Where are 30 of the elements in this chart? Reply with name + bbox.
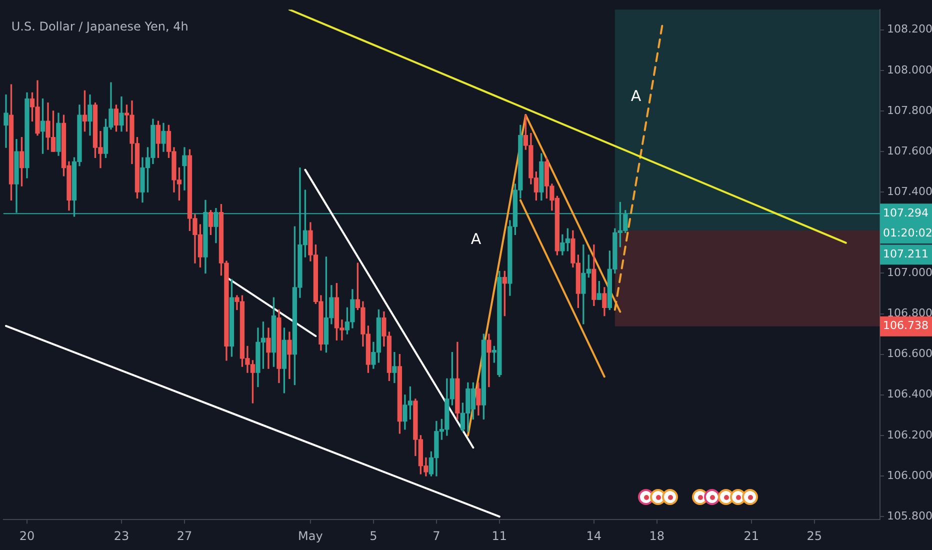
x-tick-label: 18: [649, 528, 665, 543]
y-tick-label: 106.400: [887, 388, 932, 401]
y-tick-label: 106.200: [887, 428, 932, 442]
y-tick-label: 106.000: [887, 468, 932, 482]
y-tick-label: 107.800: [887, 104, 932, 117]
y-tick-label: 108.000: [887, 63, 932, 76]
y-tick-label: 107.600: [887, 144, 932, 158]
y-tick-label: 107.000: [887, 266, 932, 280]
band-label: 107.211: [883, 247, 928, 260]
x-tick-label: 21: [744, 528, 760, 543]
band-label: 106.738: [883, 319, 928, 332]
x-tick-label: 23: [114, 528, 130, 543]
text: U.S. Dollar / Japanese Yen, 4h: [11, 20, 188, 34]
x-tick-label: 27: [176, 528, 192, 543]
y-tick-label: 107.400: [887, 184, 932, 198]
y-tick-label: 105.800: [887, 509, 932, 522]
x-tick-label: May: [298, 528, 323, 543]
y-tick-label: 108.200: [887, 22, 932, 36]
ref-line-label: 107.294: [883, 206, 928, 220]
y-tick-label: 106.600: [887, 347, 932, 360]
x-tick-label: 20: [19, 528, 35, 543]
x-tick-label: 11: [492, 528, 508, 543]
x-tick-label: 7: [432, 528, 440, 543]
text: 01:20:02: [883, 226, 932, 240]
annotation: A: [630, 86, 642, 105]
y-tick-label: 106.800: [887, 306, 932, 320]
annotation: A: [470, 230, 482, 248]
x-tick-label: 25: [806, 528, 822, 543]
x-tick-label: 5: [370, 528, 378, 543]
x-tick-label: 14: [586, 528, 602, 543]
